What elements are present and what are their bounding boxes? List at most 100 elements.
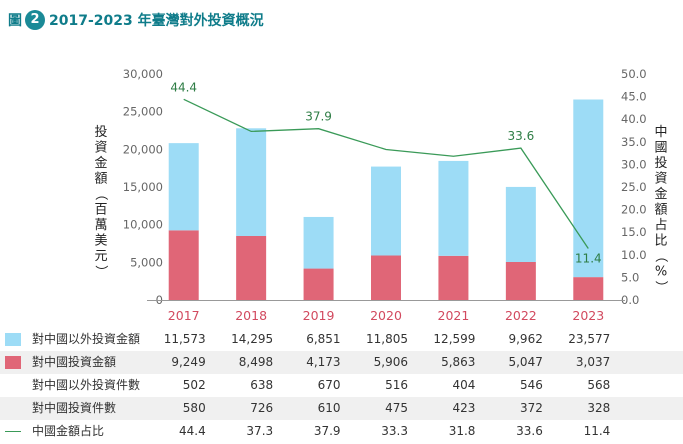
left-axis-title-char: 資 bbox=[94, 141, 107, 156]
table-cell: 516 bbox=[385, 378, 408, 392]
legend-key bbox=[5, 333, 21, 346]
table-cell: 8,498 bbox=[238, 355, 274, 369]
table-cell: 546 bbox=[519, 378, 543, 392]
legend-key bbox=[5, 431, 21, 432]
left-axis-title-char: 美 bbox=[94, 234, 107, 249]
figure-number-badge: 2 bbox=[25, 10, 45, 30]
left-axis-title-char: ） bbox=[93, 265, 108, 278]
left-axis-tick: 20,000 bbox=[123, 142, 163, 156]
table-cell: 14,295 bbox=[231, 332, 274, 346]
right-axis-tick: 40.0 bbox=[621, 112, 647, 126]
table-row: 對中國投資金額 9,249 8,498 4,173 5,906 5,863 5,047 3,0… bbox=[0, 351, 683, 374]
legend-key bbox=[5, 356, 21, 369]
left-axis-title-char: 元 bbox=[94, 249, 107, 264]
share-label-bg bbox=[575, 251, 602, 266]
bar-china bbox=[303, 268, 334, 300]
right-axis-tick: 25.0 bbox=[621, 180, 647, 194]
right-axis-tick: 10.0 bbox=[621, 248, 647, 262]
table-cell: 31.8 bbox=[448, 424, 476, 438]
table-cell: 44.4 bbox=[178, 424, 206, 438]
right-axis-tick: 0.0 bbox=[621, 293, 639, 307]
right-axis-title-char: % bbox=[655, 265, 667, 280]
x-tick-label: 2022 bbox=[505, 308, 537, 323]
row-label: 中國金額占比 bbox=[32, 424, 105, 438]
table-cell: 11,805 bbox=[366, 332, 408, 346]
figure-label: 圖 bbox=[8, 13, 22, 29]
table-cell: 670 bbox=[317, 378, 341, 392]
right-axis-title-char: 中 bbox=[654, 125, 667, 140]
right-axis-tick: 15.0 bbox=[621, 225, 647, 239]
table-cell: 328 bbox=[587, 401, 611, 415]
right-axis-tick: 30.0 bbox=[621, 157, 647, 171]
table-cell: 610 bbox=[317, 401, 341, 415]
right-axis-title-char: （ bbox=[653, 249, 668, 262]
bar-non-china bbox=[505, 186, 536, 262]
x-tick-label: 2021 bbox=[438, 308, 470, 323]
right-axis-tick: 20.0 bbox=[621, 203, 647, 217]
bar-china bbox=[371, 255, 401, 300]
row-label: 對中國以外投資件數 bbox=[32, 378, 141, 392]
left-axis-tick: 30,000 bbox=[123, 67, 163, 81]
bar-china bbox=[438, 255, 469, 300]
row-label: 對中國投資件數 bbox=[32, 401, 117, 415]
x-tick-label: 2023 bbox=[572, 308, 604, 323]
bar-non-china bbox=[573, 99, 604, 278]
table-cell: 6,851 bbox=[306, 332, 341, 346]
left-axis-title-char: 百 bbox=[94, 203, 107, 218]
left-axis-tick: 25,000 bbox=[123, 105, 163, 119]
left-axis-tick: 10,000 bbox=[123, 218, 163, 232]
table-cell: 37.9 bbox=[313, 424, 341, 438]
table-cell: 11,573 bbox=[163, 332, 206, 346]
row-label: 對中國投資金額 bbox=[32, 355, 117, 369]
right-axis-title-char: ） bbox=[653, 280, 668, 293]
table-cell: 502 bbox=[182, 378, 206, 392]
bar-non-china bbox=[371, 166, 401, 256]
share-data-label: 37.9 bbox=[305, 110, 332, 124]
bar-china bbox=[168, 230, 199, 300]
table-row: 對中國以外投資件數 502 638 670 516 404 546 568 bbox=[0, 374, 683, 397]
left-axis-title-char: （ bbox=[93, 187, 108, 200]
table-cell: 638 bbox=[250, 378, 274, 392]
figure-title: 圖 2 2017-2023 年臺灣對外投資概況 bbox=[8, 8, 264, 32]
bar-china bbox=[505, 261, 536, 300]
left-axis-tick: 15,000 bbox=[123, 180, 163, 194]
table-cell: 5,863 bbox=[441, 355, 476, 369]
bar-china bbox=[236, 235, 267, 300]
table-cell: 3,037 bbox=[575, 355, 611, 369]
left-axis-tick: 5,000 bbox=[130, 255, 163, 269]
share-data-label: 33.6 bbox=[507, 129, 534, 143]
figure-title-text: 2017-2023 年臺灣對外投資概況 bbox=[49, 13, 264, 29]
investment-chart: 05,00010,00015,00020,00025,00030,0000.05… bbox=[93, 67, 668, 323]
right-axis-tick: 5.0 bbox=[621, 270, 639, 284]
right-axis-title-char: 占 bbox=[654, 218, 667, 233]
x-tick-label: 2020 bbox=[370, 308, 402, 323]
table-cell: 9,962 bbox=[508, 332, 543, 346]
left-axis-title-char: 萬 bbox=[94, 218, 107, 233]
table-cell: 726 bbox=[250, 401, 274, 415]
table-cell: 9,249 bbox=[171, 355, 206, 369]
bar-non-china bbox=[236, 128, 267, 236]
table-row: 對中國投資件數 580 726 610 475 423 372 328 bbox=[0, 397, 683, 420]
table-cell: 404 bbox=[452, 378, 476, 392]
right-axis-title-char: 額 bbox=[654, 203, 667, 218]
left-axis-title-char: 額 bbox=[94, 172, 107, 187]
table-cell: 423 bbox=[452, 401, 476, 415]
table-cell: 11.4 bbox=[583, 424, 611, 438]
table-cell: 4,173 bbox=[306, 355, 341, 369]
left-axis-title-char: 投 bbox=[94, 124, 107, 140]
left-axis-title-char: 金 bbox=[94, 155, 107, 171]
right-axis-title-char: 投 bbox=[654, 155, 667, 171]
share-data-label: 11.4 bbox=[575, 251, 602, 265]
right-axis-title-char: 比 bbox=[654, 234, 667, 249]
right-axis-tick: 35.0 bbox=[621, 135, 647, 149]
table-cell: 12,599 bbox=[433, 332, 476, 346]
share-data-label: 44.4 bbox=[170, 80, 197, 94]
table-cell: 568 bbox=[587, 378, 611, 392]
table-cell: 33.6 bbox=[516, 424, 543, 438]
bar-non-china bbox=[303, 216, 334, 269]
right-axis-tick: 50.0 bbox=[621, 67, 647, 81]
table-cell: 372 bbox=[519, 401, 543, 415]
bar-non-china bbox=[168, 143, 199, 231]
table-cell: 37.3 bbox=[246, 424, 274, 438]
table-cell: 580 bbox=[182, 401, 206, 415]
